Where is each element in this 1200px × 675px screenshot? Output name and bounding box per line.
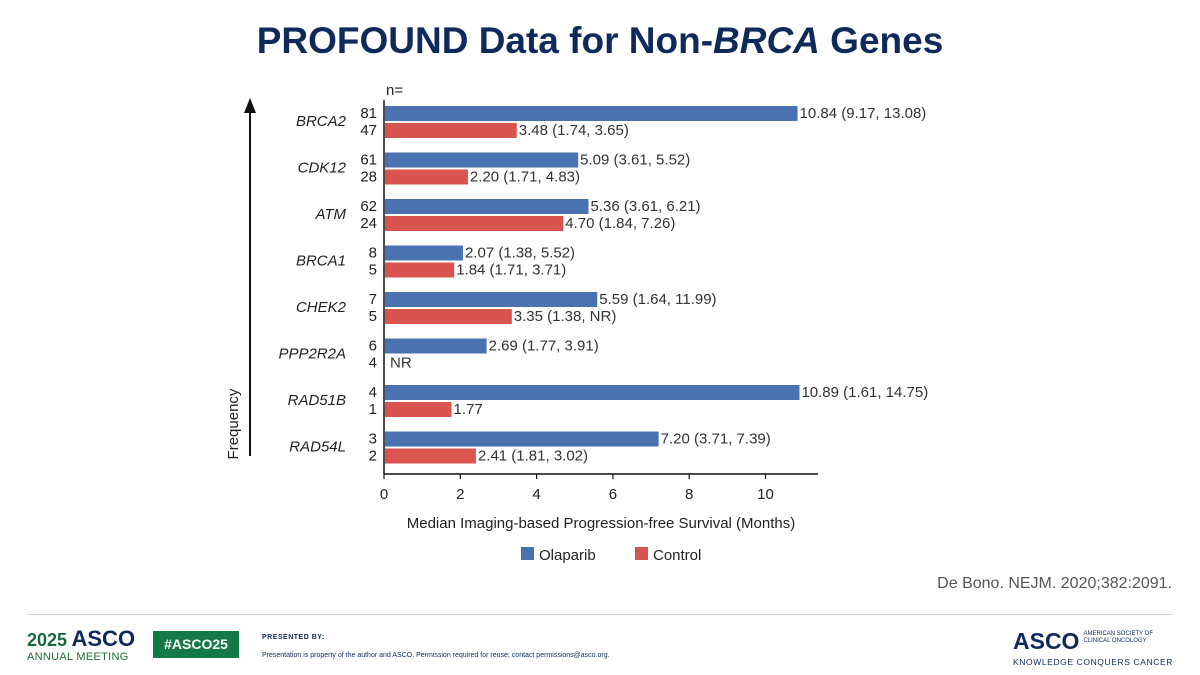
olaparib-bar [385,106,798,121]
x-tick-label: 4 [532,486,540,503]
control-bar [385,309,512,324]
logo-year: 2025 [27,630,68,650]
olaparib-value-label: 5.59 (1.64, 11.99) [599,291,716,308]
gene-label: RAD51B [288,392,346,409]
slide-title: PROFOUND Data for Non-BRCA Genes [0,20,1200,62]
olaparib-n-value: 3 [369,431,377,448]
olaparib-n-value: 6 [369,338,377,355]
olaparib-bar [385,292,598,307]
control-bar [385,402,452,417]
olaparib-value-label: 10.89 (1.61, 14.75) [801,384,928,401]
presented-by-label: PRESENTED BY: [262,634,325,641]
x-tick-label: 0 [380,486,388,503]
hashtag-badge: #ASCO25 [153,631,239,658]
olaparib-n-value: 8 [369,245,377,262]
olaparib-bar [385,152,579,168]
x-tick-label: 2 [456,486,464,503]
olaparib-n-value: 62 [360,198,377,215]
org-name: ASCO [1013,628,1080,654]
olaparib-n-value: 7 [369,291,377,308]
legend-swatch-olaparib [521,547,534,560]
logo-asco: ASCO [71,626,136,651]
legend-label-control: Control [653,547,701,564]
control-n-value: 24 [360,215,377,232]
n-header: n= [386,82,403,99]
control-n-value: 5 [369,308,377,325]
control-value-label: 3.35 (1.38, NR) [514,308,617,325]
control-bar [385,448,476,464]
control-n-value: 1 [369,401,377,418]
legend-label-olaparib: Olaparib [539,547,596,564]
citation: De Bono. NEJM. 2020;382:2091. [937,575,1172,592]
org-subtitle: AMERICAN SOCIETY OF CLINICAL ONCOLOGY [1083,631,1153,645]
gene-label: PPP2R2A [278,346,346,363]
olaparib-value-label: 2.69 (1.77, 3.91) [489,338,599,355]
legend-swatch-control [635,547,648,560]
title-suffix: Genes [819,20,944,61]
org-sub-line-2: CLINICAL ONCOLOGY [1083,638,1147,644]
gene-label: CDK12 [298,160,347,177]
control-n-value: 2 [369,448,377,465]
olaparib-value-label: 7.20 (3.71, 7.39) [661,431,771,448]
control-n-value: 47 [360,122,377,139]
asco-org-logo: ASCO AMERICAN SOCIETY OF CLINICAL ONCOLOGY… [1013,628,1173,667]
x-tick-label: 6 [609,486,617,503]
control-value-label: 4.70 (1.84, 7.26) [565,215,675,232]
org-sub-line-1: AMERICAN SOCIETY OF [1083,631,1154,637]
control-bar [385,216,564,231]
x-axis-label: Median Imaging-based Progression-free Su… [407,515,796,532]
frequency-arrow-head [244,98,256,113]
olaparib-bar [385,385,800,400]
control-bar [385,123,517,138]
control-value-label: 1.77 [454,401,483,418]
disclaimer-text: Presentation is property of the author a… [262,652,610,659]
gene-label: CHEK2 [296,299,347,316]
control-value-label: 1.84 (1.71, 3.71) [456,262,566,279]
org-tagline: KNOWLEDGE CONQUERS CANCER [1013,657,1173,667]
control-value-label: 3.48 (1.74, 3.65) [519,122,629,139]
control-bar [385,262,455,278]
olaparib-n-value: 61 [360,152,377,169]
gene-label: ATM [314,206,346,223]
control-n-value: 4 [369,355,377,372]
olaparib-bar [385,431,659,447]
olaparib-bar [385,245,463,261]
olaparib-value-label: 2.07 (1.38, 5.52) [465,245,575,262]
control-bar [385,169,468,185]
olaparib-n-value: 81 [360,105,377,122]
asco-annual-meeting-logo: 2025 ASCO ANNUAL MEETING [27,628,135,663]
olaparib-bar [385,338,487,354]
control-value-label: NR [390,355,412,372]
olaparib-value-label: 5.09 (3.61, 5.52) [580,152,690,169]
olaparib-value-label: 5.36 (3.61, 6.21) [590,198,700,215]
olaparib-value-label: 10.84 (9.17, 13.08) [800,105,927,122]
x-tick-label: 8 [685,486,693,503]
y-axis-label: Frequency [225,388,242,459]
x-tick-label: 10 [757,486,774,503]
control-value-label: 2.20 (1.71, 4.83) [470,169,580,186]
control-n-value: 5 [369,262,377,279]
control-value-label: 2.41 (1.81, 3.02) [478,448,588,465]
gene-label: BRCA2 [296,113,347,130]
title-prefix: PROFOUND Data for Non- [256,20,714,61]
title-italic: BRCA [713,20,820,61]
gene-label: RAD54L [289,439,346,456]
logo-annual-meeting: ANNUAL MEETING [27,651,129,663]
olaparib-n-value: 4 [369,384,377,401]
control-n-value: 28 [360,169,377,186]
olaparib-bar [385,199,589,214]
gene-label: BRCA1 [296,253,346,270]
footer-divider [27,614,1173,615]
